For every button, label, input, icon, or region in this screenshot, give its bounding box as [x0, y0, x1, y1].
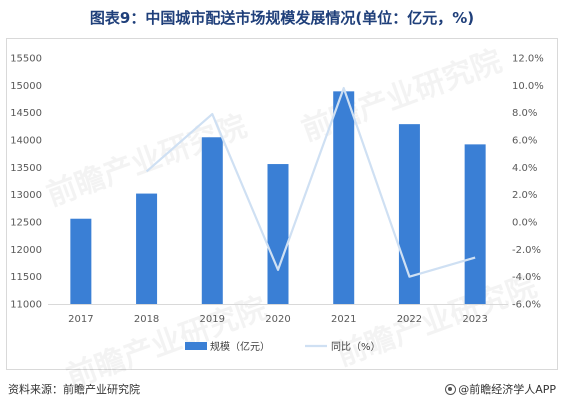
brand-credit: @前瞻经济学人APP [445, 381, 556, 397]
y-left-tick-label: 11000 [10, 300, 42, 311]
bar-2018 [136, 193, 158, 304]
bar-2021 [333, 91, 355, 304]
y-right-tick-label: 12.0% [512, 54, 544, 65]
y-right-tick-label: 2.0% [512, 190, 537, 201]
chart-title: 图表9：中国城市配送市场规模发展情况(单位：亿元，%) [89, 9, 475, 27]
x-tick-label: 2022 [397, 314, 422, 325]
y-left-tick-label: 15000 [10, 81, 42, 92]
bar-2023 [464, 144, 486, 304]
legend: 规模（亿元） 同比（%） [185, 340, 381, 353]
bar-2017 [70, 218, 92, 304]
x-tick-label: 2018 [134, 314, 159, 325]
y-left-tick-label: 12000 [10, 245, 42, 256]
y-left-tick-label: 13000 [10, 190, 42, 201]
y-left-tick-label: 14000 [10, 136, 42, 147]
y-right-tick-label: -6.0% [512, 300, 541, 311]
legend-label-bar: 规模（亿元） [210, 340, 270, 353]
source-note: 资料来源：前瞻产业研究院 [8, 383, 140, 396]
bar-2019 [201, 137, 223, 304]
y-left-tick-label: 12500 [10, 218, 42, 229]
y-right-tick-label: -2.0% [512, 245, 541, 256]
y-left-tick-label: 11500 [10, 272, 42, 283]
left-axis: 11000 11500 12000 12500 13000 13500 14000 14500… [10, 54, 42, 311]
y-left-tick-label: 13500 [10, 163, 42, 174]
x-tick-label: 2023 [462, 314, 487, 325]
y-right-tick-label: 4.0% [512, 163, 537, 174]
x-tick-label: 2017 [68, 314, 93, 325]
y-right-tick-label: -4.0% [512, 272, 541, 283]
y-right-tick-label: 8.0% [512, 108, 537, 119]
right-axis: -6.0% -4.0% -2.0% 0.0% 2.0% 4.0% 6.0% 8.0% 10.0%… [512, 54, 544, 311]
x-tick-label: 2021 [331, 314, 356, 325]
x-tick-label: 2020 [265, 314, 290, 325]
y-right-tick-label: 10.0% [512, 81, 544, 92]
y-left-tick-label: 14500 [10, 108, 42, 119]
legend-label-line: 同比（%） [331, 341, 381, 353]
y-right-tick-label: 0.0% [512, 218, 537, 229]
brand-logo-icon [445, 383, 457, 395]
brand-text: @前瞻经济学人APP [458, 383, 556, 396]
line-series [145, 86, 476, 278]
x-tick-label: 2019 [200, 314, 225, 325]
bar-2020 [267, 164, 289, 304]
chart-frame [6, 38, 558, 370]
y-left-tick-label: 15500 [10, 54, 42, 65]
legend-swatch-bar [185, 342, 207, 350]
watermark-2: 前瞻产业研究院 [332, 269, 541, 374]
line-yoy-growth [145, 86, 476, 278]
x-axis: 2017 2018 2019 2020 2021 2022 2023 [48, 304, 508, 325]
y-right-tick-label: 6.0% [512, 136, 537, 147]
